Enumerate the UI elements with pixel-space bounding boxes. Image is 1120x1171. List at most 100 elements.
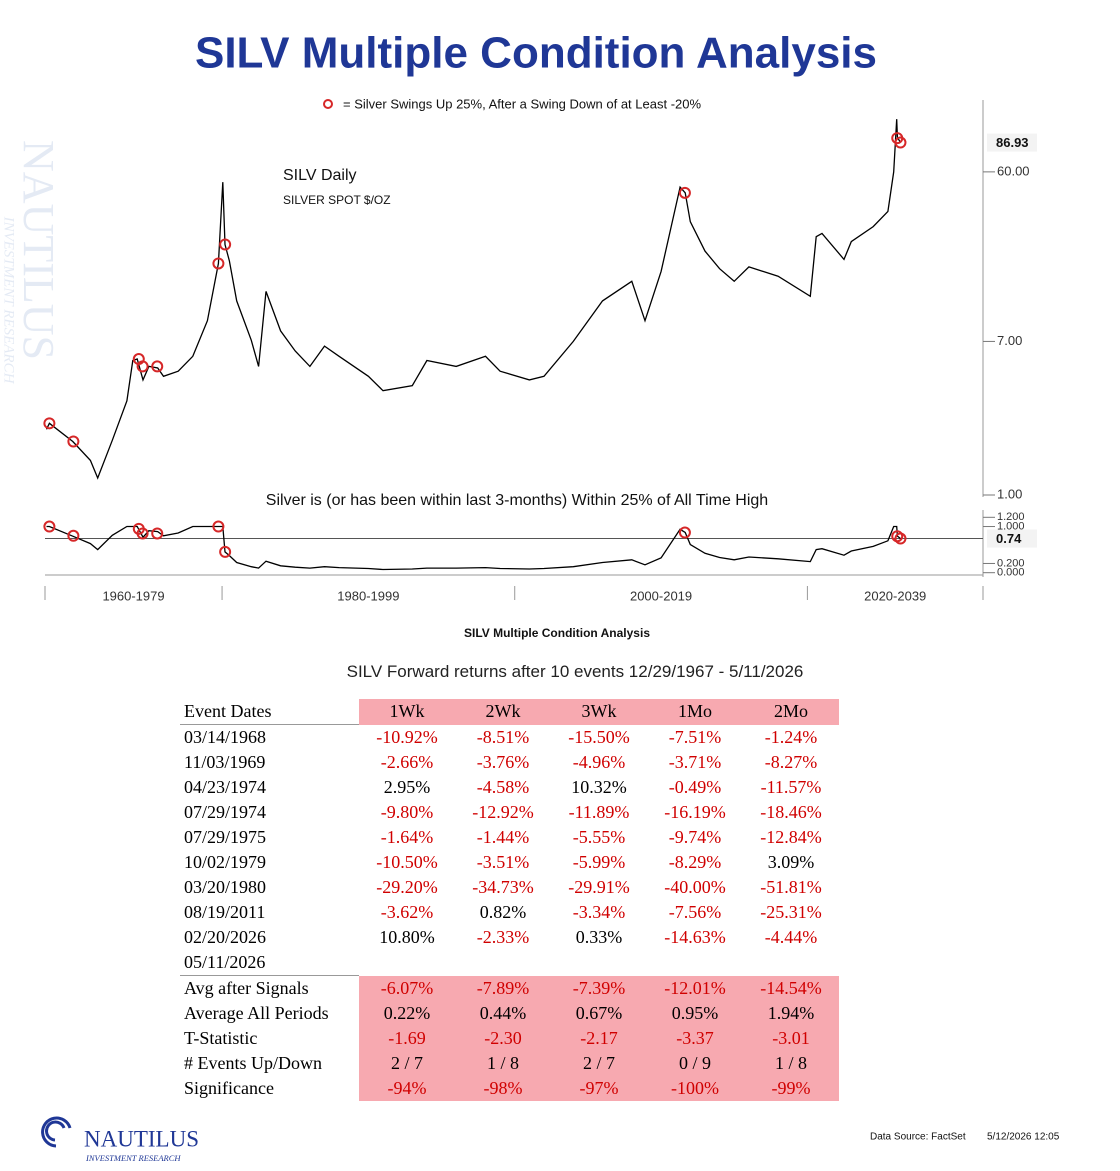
y-tick-label: 1.000 <box>997 520 1025 532</box>
watermark-text: INVESTMENT RESEARCH <box>1 216 17 385</box>
event-marker <box>151 527 164 540</box>
table-cell: -51.81% <box>760 877 822 897</box>
table-cell: 0 / 9 <box>647 1051 743 1076</box>
event-marker <box>894 532 907 545</box>
table-cell: -29.20% <box>376 877 438 897</box>
event-marker <box>67 529 80 542</box>
table-cell: 1Wk <box>359 699 455 725</box>
table-cell: -3.62% <box>380 902 434 922</box>
table-cell: -9.80% <box>380 802 434 822</box>
table-cell: -0.49% <box>668 777 722 797</box>
row-label: 02/20/2026 <box>184 927 267 947</box>
row-label: Avg after Signals <box>180 975 359 1001</box>
x-period-label: 1960-1979 <box>102 588 164 603</box>
row-label: 07/29/1974 <box>184 802 267 822</box>
table-cell: -1.69 <box>359 1026 455 1051</box>
logo-subtext: INVESTMENT RESEARCH <box>85 1153 181 1163</box>
row-label: Average All Periods <box>184 1003 329 1023</box>
empty-cell <box>743 950 839 976</box>
table-row: 10/02/1979 -10.50% -3.51% -5.99% -8.29% 3.09% <box>180 850 839 875</box>
table-cell: 0.95% <box>647 1001 743 1026</box>
table-row: 04/23/1974 2.95% -4.58% 10.32% -0.49% -11.57% <box>180 775 839 800</box>
table-cell: 0.82% <box>479 902 527 922</box>
table-cell: -10.50% <box>376 852 438 872</box>
table-cell: -98% <box>455 1076 551 1101</box>
price-line <box>46 525 901 571</box>
y-tick-label: 1.00 <box>997 486 1022 501</box>
table-cell: -16.19% <box>664 802 726 822</box>
table-cell: -1.64% <box>380 827 434 847</box>
table-row: Average All Periods 0.22% 0.44% 0.67% 0.95% 1… <box>180 1001 839 1026</box>
table-cell: -7.89% <box>455 975 551 1001</box>
value-box <box>987 133 1037 152</box>
table-cell: 0.22% <box>359 1001 455 1026</box>
event-marker <box>891 530 904 543</box>
row-label: 03/20/1980 <box>184 877 267 897</box>
legend-marker <box>323 99 333 109</box>
table-row: 03/20/1980 -29.20% -34.73% -29.91% -40.00% -5… <box>180 875 839 900</box>
table-cell: 0.33% <box>575 927 623 947</box>
table-cell: -2.66% <box>380 752 434 772</box>
event-marker <box>678 526 691 539</box>
empty-cell <box>647 950 743 976</box>
row-label: 11/03/1969 <box>184 752 266 772</box>
table-cell: -99% <box>743 1076 839 1101</box>
page-title: SILV Multiple Condition Analysis <box>195 29 877 78</box>
price-line <box>45 119 902 480</box>
value-box <box>987 529 1037 548</box>
table-cell: -3.71% <box>668 752 722 772</box>
table-cell: -25.31% <box>760 902 822 922</box>
last-value-label: 86.93 <box>996 135 1029 150</box>
table-cell: -8.51% <box>476 726 530 747</box>
event-marker <box>43 417 56 430</box>
x-period-label: 1980-1999 <box>337 588 399 603</box>
y-tick-label: 0.200 <box>997 557 1025 569</box>
table-cell: -1.24% <box>764 726 818 747</box>
row-label: T-Statistic <box>184 1028 258 1048</box>
logo-icon <box>41 1116 72 1148</box>
y-tick-label: 0.000 <box>997 567 1025 579</box>
x-period-label: 2000-2019 <box>630 588 692 603</box>
table-cell: -100% <box>647 1076 743 1101</box>
empty-cell <box>551 950 647 976</box>
table-cell: 1 / 8 <box>743 1051 839 1076</box>
table-cell: -2.17 <box>551 1026 647 1051</box>
row-label: # Events Up/Down <box>184 1053 322 1073</box>
table-cell: -3.76% <box>476 752 530 772</box>
table-cell: -14.63% <box>664 927 726 947</box>
table-row: Avg after Signals -6.07% -7.89% -7.39% -12.0… <box>180 975 839 1001</box>
table-cell: -7.51% <box>668 726 722 747</box>
returns-table: Event Dates 1Wk 2Wk 3Wk 1Mo 2Mo 03/14/1968 -10.… <box>180 699 839 1101</box>
annotation: SILV Daily <box>283 167 357 184</box>
table-cell: -4.58% <box>476 777 530 797</box>
table-cell: -3.34% <box>572 902 626 922</box>
table-row: 07/29/1975 -1.64% -1.44% -5.55% -9.74% -12.84… <box>180 825 839 850</box>
table-cell: -94% <box>359 1076 455 1101</box>
table-row: 03/14/1968 -10.92% -8.51% -15.50% -7.51% -1.2… <box>180 725 839 751</box>
table-cell: -10.92% <box>376 726 438 747</box>
table-cell: 2Wk <box>455 699 551 725</box>
event-marker <box>136 360 149 373</box>
panel-title: Silver is (or has been within last 3-mon… <box>266 492 768 509</box>
table-row: 11/03/1969 -2.66% -3.76% -4.96% -3.71% -8.27% <box>180 750 839 775</box>
logo-text: NAUTILUS <box>84 1126 199 1151</box>
annotation: SILVER SPOT $/OZ <box>283 193 391 207</box>
table-cell: -2.33% <box>476 927 530 947</box>
table-cell: -1.44% <box>476 827 530 847</box>
event-marker <box>219 238 232 251</box>
table-cell: 3Wk <box>551 699 647 725</box>
table-cell: -8.27% <box>764 752 818 772</box>
event-marker <box>43 520 56 533</box>
empty-cell <box>455 950 551 976</box>
table-cell: -12.01% <box>647 975 743 1001</box>
caption: SILV Multiple Condition Analysis <box>464 626 650 640</box>
table-cell: -9.74% <box>668 827 722 847</box>
table-row: T-Statistic -1.69 -2.30 -2.17 -3.37 -3.01 <box>180 1026 839 1051</box>
table-cell: 10.32% <box>571 777 627 797</box>
table-cell: -14.54% <box>743 975 839 1001</box>
table-cell: -2.30 <box>455 1026 551 1051</box>
event-marker <box>67 435 80 448</box>
table-cell: -7.56% <box>668 902 722 922</box>
event-marker <box>212 520 225 533</box>
